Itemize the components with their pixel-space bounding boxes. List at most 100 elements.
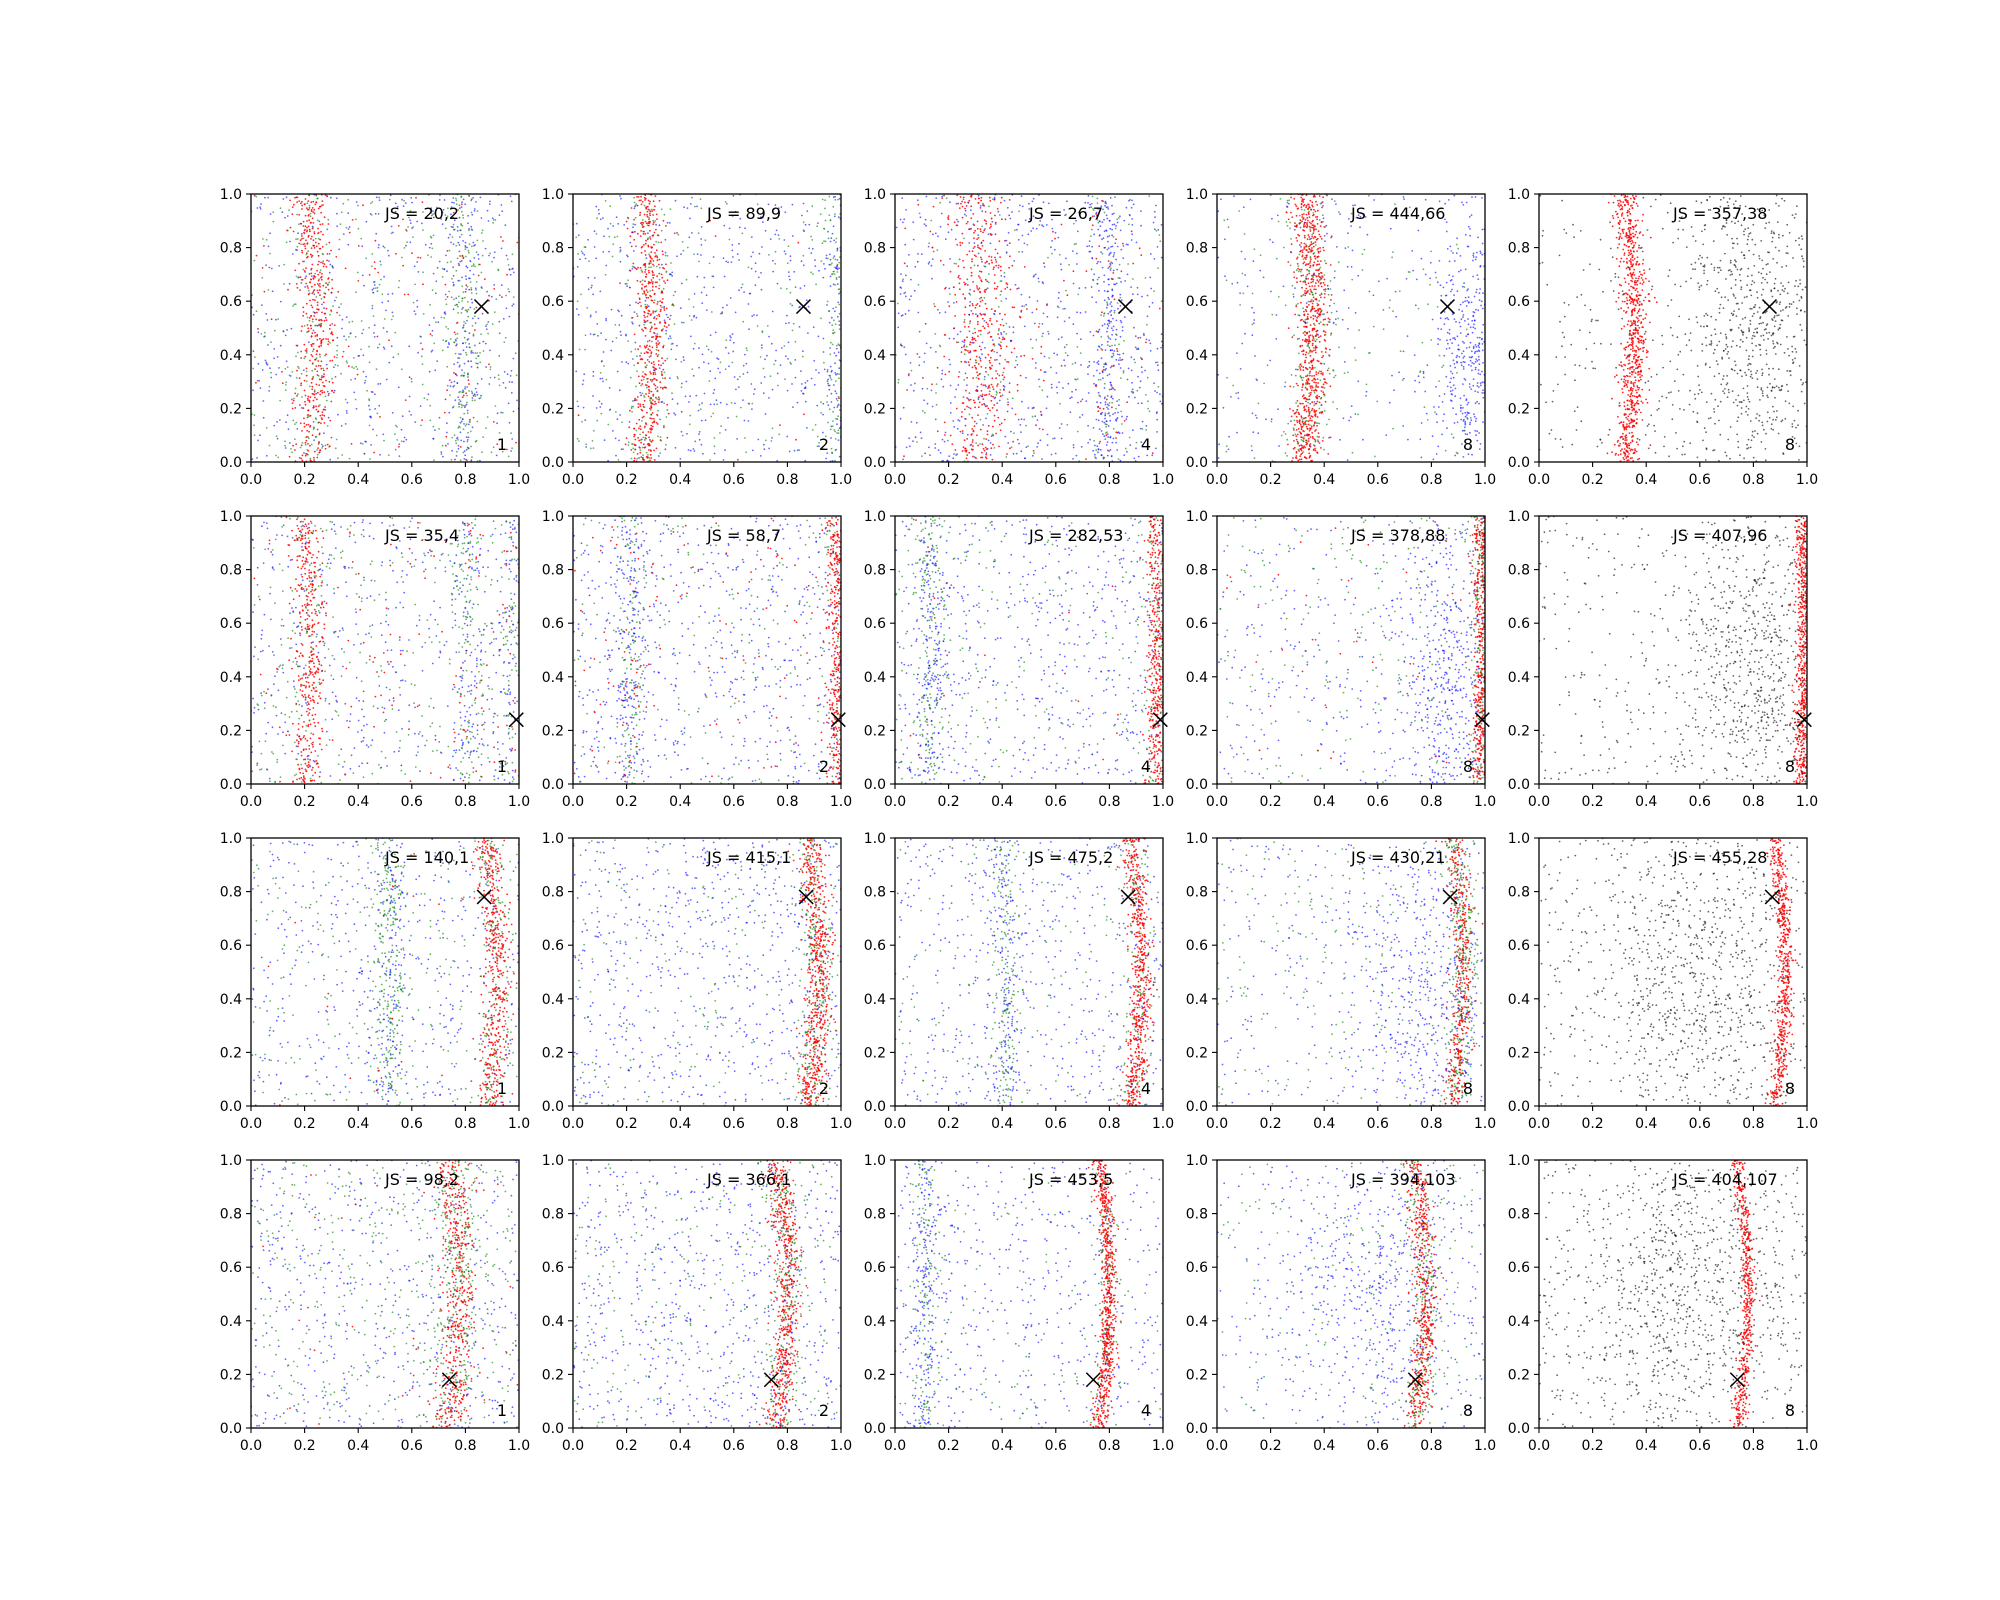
scatter-points (1217, 194, 1485, 462)
x-tick-label: 0.8 (776, 794, 798, 810)
x-tick-label: 0.8 (1742, 794, 1764, 810)
x-tick-label: 0.4 (991, 1438, 1013, 1454)
corner-label: 8 (1785, 1079, 1795, 1098)
x-tick-label: 0.6 (401, 1438, 423, 1454)
scatter-points (573, 194, 841, 462)
y-tick-label: 0.4 (542, 670, 564, 686)
x-marker (795, 299, 812, 315)
x-tick-label: 0.2 (615, 1116, 637, 1132)
x-marker (1764, 889, 1780, 905)
x-marker (1761, 299, 1778, 315)
x-marker (508, 712, 524, 728)
y-tick-label: 0.0 (864, 1099, 886, 1115)
x-tick-label: 0.2 (937, 1116, 959, 1132)
x-tick-label: 0.8 (776, 1438, 798, 1454)
scatter-points (251, 838, 519, 1106)
x-marker (763, 1372, 779, 1388)
x-tick-label: 0.6 (1689, 794, 1711, 810)
panel-4-2: 0.0 0.2 0.4 0.6 0.8 1.0 0.0 0.2 0.4 0.6 0.8 1.0 JS =… (542, 1153, 852, 1454)
y-tick-label: 0.2 (542, 1045, 564, 1061)
x-tick-label: 1.0 (1152, 472, 1174, 488)
x-tick-label: 0.6 (723, 472, 745, 488)
y-tick-label: 0.6 (864, 294, 886, 310)
x-tick-label: 0.2 (293, 472, 315, 488)
x-tick-label: 0.2 (1581, 472, 1603, 488)
y-tick-label: 0.2 (1186, 1045, 1208, 1061)
y-tick-label: 0.6 (864, 616, 886, 632)
x-tick-label: 1.0 (830, 794, 852, 810)
panel-1-1: 0.0 0.2 0.4 0.6 0.8 1.0 0.0 0.2 0.4 0.6 0.8 1.0 JS =… (220, 187, 530, 488)
y-tick-label: 0.2 (542, 1367, 564, 1383)
js-label: JS = 357,38 (1672, 204, 1767, 223)
y-tick-label: 1.0 (220, 187, 242, 203)
y-tick-label: 0.8 (1186, 241, 1208, 257)
corner-label: 2 (819, 1401, 829, 1420)
corner-label: 8 (1785, 435, 1795, 454)
y-tick-label: 0.6 (1508, 616, 1530, 632)
js-label: JS = 366,1 (706, 1170, 791, 1189)
x-tick-label: 0.0 (562, 794, 584, 810)
y-tick-label: 0.4 (220, 1314, 242, 1330)
y-tick-label: 0.4 (1186, 348, 1208, 364)
y-tick-label: 0.8 (542, 1207, 564, 1223)
y-tick-label: 0.0 (1508, 1099, 1530, 1115)
y-tick-label: 1.0 (1508, 831, 1530, 847)
x-tick-label: 0.8 (454, 1116, 476, 1132)
corner-label: 4 (1141, 435, 1151, 454)
corner-label: 4 (1141, 757, 1151, 776)
axes-frame (572, 193, 842, 463)
y-tick-label: 0.8 (542, 241, 564, 257)
x-marker (1120, 889, 1136, 905)
corner-label: 1 (497, 435, 507, 454)
y-tick-label: 0.6 (1508, 1260, 1530, 1276)
y-tick-label: 0.2 (1186, 401, 1208, 417)
x-tick-label: 0.0 (1206, 1116, 1228, 1132)
x-tick-label: 1.0 (830, 472, 852, 488)
x-tick-label: 0.4 (1635, 1438, 1657, 1454)
js-label: JS = 58,7 (706, 526, 781, 545)
panel-1-3: 0.0 0.2 0.4 0.6 0.8 1.0 0.0 0.2 0.4 0.6 0.8 1.0 JS =… (864, 187, 1174, 488)
axes-frame (250, 193, 520, 463)
x-tick-label: 0.2 (293, 794, 315, 810)
y-tick-label: 0.6 (864, 938, 886, 954)
y-tick-label: 1.0 (864, 1153, 886, 1169)
x-tick-label: 1.0 (1152, 794, 1174, 810)
y-tick-label: 0.0 (1186, 455, 1208, 471)
x-tick-label: 0.8 (1742, 1438, 1764, 1454)
y-tick-label: 0.4 (542, 1314, 564, 1330)
x-tick-label: 0.0 (562, 1116, 584, 1132)
x-tick-label: 0.8 (454, 794, 476, 810)
js-label: JS = 430,21 (1350, 848, 1445, 867)
y-tick-label: 0.0 (542, 1099, 564, 1115)
scatter-points (1539, 838, 1807, 1106)
x-tick-label: 0.0 (240, 472, 262, 488)
axes-frame (250, 515, 520, 785)
js-label: JS = 89,9 (706, 204, 781, 223)
y-tick-label: 1.0 (864, 831, 886, 847)
y-tick-label: 0.4 (1508, 348, 1530, 364)
x-tick-label: 0.8 (454, 472, 476, 488)
axes-frame (1216, 193, 1486, 463)
y-tick-label: 0.0 (220, 777, 242, 793)
y-tick-label: 0.2 (220, 723, 242, 739)
x-tick-label: 0.8 (1098, 1438, 1120, 1454)
y-tick-label: 0.6 (1186, 616, 1208, 632)
x-tick-label: 0.6 (401, 1116, 423, 1132)
y-tick-label: 1.0 (1186, 509, 1208, 525)
y-tick-label: 0.0 (1508, 777, 1530, 793)
y-tick-label: 0.4 (542, 348, 564, 364)
scatter-points (1217, 1160, 1485, 1428)
axes-frame (1538, 193, 1808, 463)
y-tick-label: 1.0 (1186, 187, 1208, 203)
x-tick-label: 1.0 (830, 1116, 852, 1132)
y-tick-label: 0.4 (1186, 1314, 1208, 1330)
y-tick-label: 0.8 (542, 563, 564, 579)
y-tick-label: 1.0 (542, 509, 564, 525)
y-tick-label: 0.4 (1508, 670, 1530, 686)
x-tick-label: 0.4 (347, 1116, 369, 1132)
y-tick-label: 0.0 (542, 455, 564, 471)
x-tick-label: 0.6 (1045, 1116, 1067, 1132)
x-marker (1152, 712, 1168, 728)
y-tick-label: 0.6 (220, 294, 242, 310)
x-tick-label: 0.4 (669, 1116, 691, 1132)
